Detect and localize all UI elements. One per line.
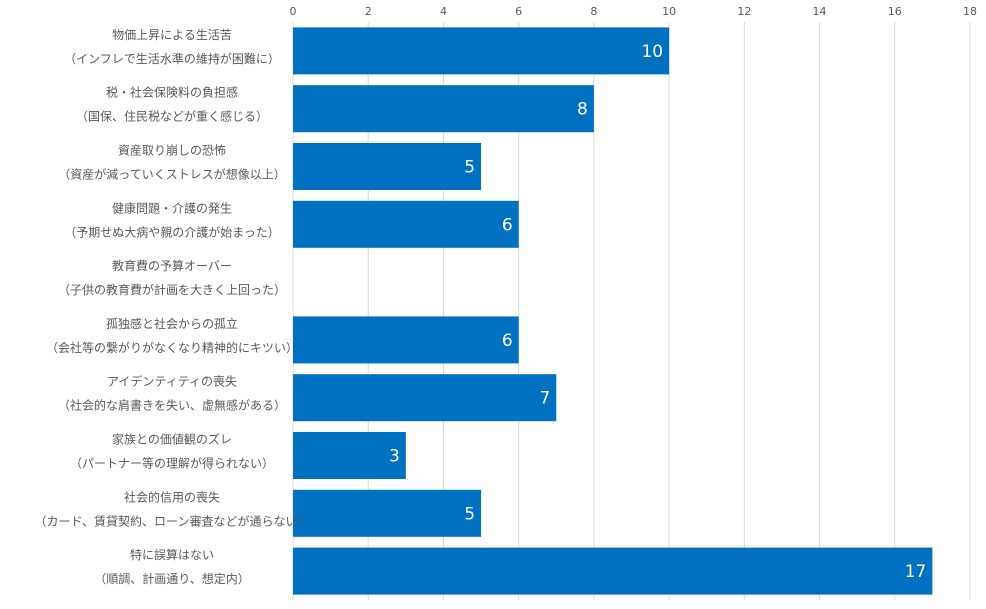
- category-label: （パートナー等の理解が得られない）: [70, 456, 274, 471]
- category-label: （国保、住民税などが重く感じる）: [76, 109, 268, 124]
- category-label: （カード、賃貸契約、ローン審査などが通らない）: [35, 513, 310, 528]
- category-label: 社会的信用の喪失: [124, 489, 220, 504]
- category-label: （子供の教育費が計画を大きく上回った）: [58, 282, 286, 297]
- category-label: 健康問題・介護の発生: [112, 200, 232, 215]
- x-tick-label: 14: [813, 5, 827, 18]
- category-label: （順調、計画通り、想定内）: [94, 571, 250, 586]
- category-label: 教育費の予算オーバー: [112, 258, 232, 273]
- x-tick-label: 2: [365, 5, 372, 18]
- bars: 10 8 5 6 6 7 3 5 17: [293, 27, 932, 594]
- category-labels: 物価上昇による生活苦 （インフレで生活水準の維持が困難に） 税・社会保険料の負担感 （…: [35, 28, 310, 586]
- bar: [293, 316, 519, 363]
- data-label: 17: [905, 562, 927, 582]
- x-tick-label: 4: [440, 5, 447, 18]
- x-tick-label: 0: [290, 5, 297, 18]
- bar: [293, 374, 556, 421]
- data-label: 7: [539, 389, 550, 409]
- x-tick-label: 6: [515, 5, 522, 18]
- category-label: （資産が減っていくストレスが想像以上）: [58, 167, 285, 182]
- bar: [293, 27, 669, 74]
- x-tick-label: 10: [662, 5, 676, 18]
- data-label: 6: [502, 215, 513, 235]
- data-label: 5: [464, 158, 475, 178]
- x-tick-label: 18: [963, 5, 977, 18]
- category-label: （会社等の繋がりがなくなり精神的にキツい）: [46, 340, 298, 355]
- category-label: （社会的な肩書きを失い、虚無感がある）: [58, 398, 286, 413]
- bar: [293, 85, 594, 132]
- category-label: 物価上昇による生活苦: [112, 28, 232, 42]
- category-label: （予期せぬ大病や親の介護が始まった）: [64, 224, 280, 239]
- category-label: 孤独感と社会からの孤立: [106, 316, 238, 331]
- category-label: （インフレで生活水準の維持が困難に）: [64, 51, 280, 66]
- x-tick-label: 8: [590, 5, 597, 18]
- data-label: 5: [464, 504, 475, 524]
- bar: [293, 143, 481, 190]
- category-label: 税・社会保険料の負担感: [106, 85, 238, 100]
- data-label: 6: [502, 331, 513, 351]
- category-label: 資産取り崩しの恐怖: [118, 143, 226, 158]
- data-label: 3: [389, 447, 400, 467]
- x-tick-label: 16: [888, 5, 902, 18]
- category-label: アイデンティティの喪失: [107, 374, 237, 389]
- data-label: 8: [577, 100, 588, 120]
- x-axis-ticks: 0 2 4 6 8 10 12 14 16 18: [290, 5, 978, 18]
- bar: [293, 490, 481, 537]
- bar: [293, 548, 932, 595]
- data-label: 10: [641, 42, 663, 62]
- bar: [293, 201, 519, 248]
- category-label: 特に誤算はない: [130, 547, 214, 562]
- category-label: 家族との価値観のズレ: [112, 432, 232, 447]
- x-tick-label: 12: [737, 5, 751, 18]
